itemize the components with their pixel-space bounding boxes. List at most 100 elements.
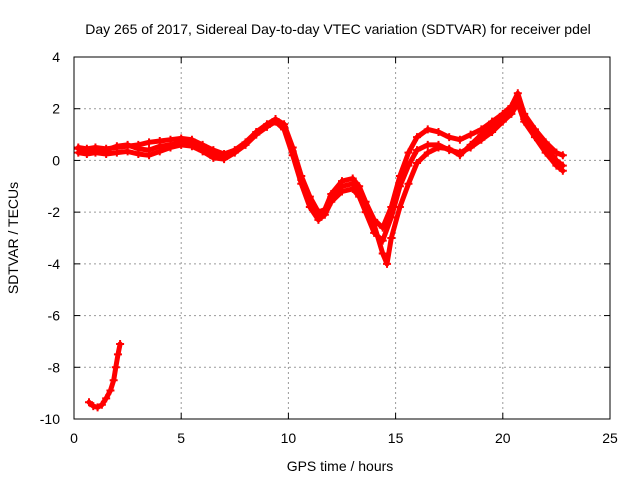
data-point [413,146,422,155]
chart-title: Day 265 of 2017, Sidereal Day-to-day VTE… [85,21,591,37]
data-point [466,130,475,139]
data-point [327,192,336,201]
plot-frame [73,56,611,420]
data-point [383,259,392,268]
data-point [558,161,567,170]
y-tick-label: 4 [52,49,60,65]
data-point [513,96,522,105]
x-tick-label: 20 [495,430,511,446]
data-point [220,152,229,161]
data-point [466,140,475,149]
data-point [558,151,567,160]
data-point [106,386,115,395]
data-point [445,144,454,153]
y-tick-label: -2 [48,204,61,220]
data-point [423,125,432,134]
y-axis-label: SDTVAR / TECUs [5,182,21,294]
data-point [552,156,561,165]
x-tick-label: 15 [388,430,404,446]
data-layer [74,89,567,412]
data-point [297,175,306,184]
series-track-3 [74,96,567,268]
data-point [112,142,121,151]
data-point [520,115,529,124]
data-point [361,202,370,211]
x-tick-label: 5 [177,430,185,446]
data-point [187,138,196,147]
data-point [314,210,323,219]
data-point [387,213,396,222]
data-point [116,340,125,349]
data-point [488,122,497,131]
data-point [477,130,486,139]
data-point [355,187,364,196]
data-point [252,129,261,138]
data-point [145,138,154,147]
data-point [513,89,522,98]
data-point [434,143,443,152]
grid-layer [74,57,610,419]
data-point [530,130,539,139]
y-tick-label: 2 [52,101,60,117]
data-point [348,179,357,188]
data-point [445,133,454,142]
data-point [378,249,387,258]
data-point [434,127,443,136]
data-point [198,143,207,152]
data-point [91,147,100,156]
data-point [404,161,413,170]
y-tick-label: -8 [48,359,61,375]
x-tick-label: 10 [281,430,297,446]
data-point [395,202,404,211]
data-point [241,139,250,148]
data-point [262,121,271,130]
x-axis-label: GPS time / hours [287,458,394,474]
data-point [552,148,561,157]
data-point [338,182,346,191]
data-point [541,143,550,152]
data-point [320,208,329,217]
data-point [102,146,111,155]
data-point [387,234,396,242]
data-point [413,133,422,142]
data-point [404,148,413,157]
data-point [423,140,432,149]
x-tick-label: 0 [70,430,78,446]
data-point [166,140,175,149]
data-point [123,140,132,149]
data-point [395,182,404,191]
data-point [455,135,464,144]
data-point [370,221,379,230]
data-point [82,146,91,155]
tick-layer: 0 5 10 15 20 25 -10 -8 -6 -4 -2 0 2 4 [40,49,618,446]
data-point [145,146,154,155]
series-trace [75,98,566,267]
data-point [280,122,289,131]
data-point [498,115,507,124]
data-point [93,403,102,412]
data-point [230,147,239,156]
data-point [85,398,94,407]
data-point [288,147,297,156]
y-tick-label: -6 [48,308,61,324]
data-point [507,107,516,116]
y-tick-label: 0 [52,152,60,168]
data-point [97,400,106,409]
data-point [134,144,143,153]
data-point [271,116,280,125]
data-point [177,138,186,147]
data-point [113,350,122,359]
y-tick-label: -10 [40,411,60,427]
x-tick-label: 25 [602,430,618,446]
y-tick-label: -4 [48,256,61,272]
data-point [109,376,118,385]
data-point [155,142,164,151]
data-point [413,159,422,168]
data-point [455,151,464,160]
data-point [102,394,111,403]
data-point [404,179,413,188]
data-point [89,402,98,411]
data-point [305,197,314,206]
data-point [423,148,432,157]
